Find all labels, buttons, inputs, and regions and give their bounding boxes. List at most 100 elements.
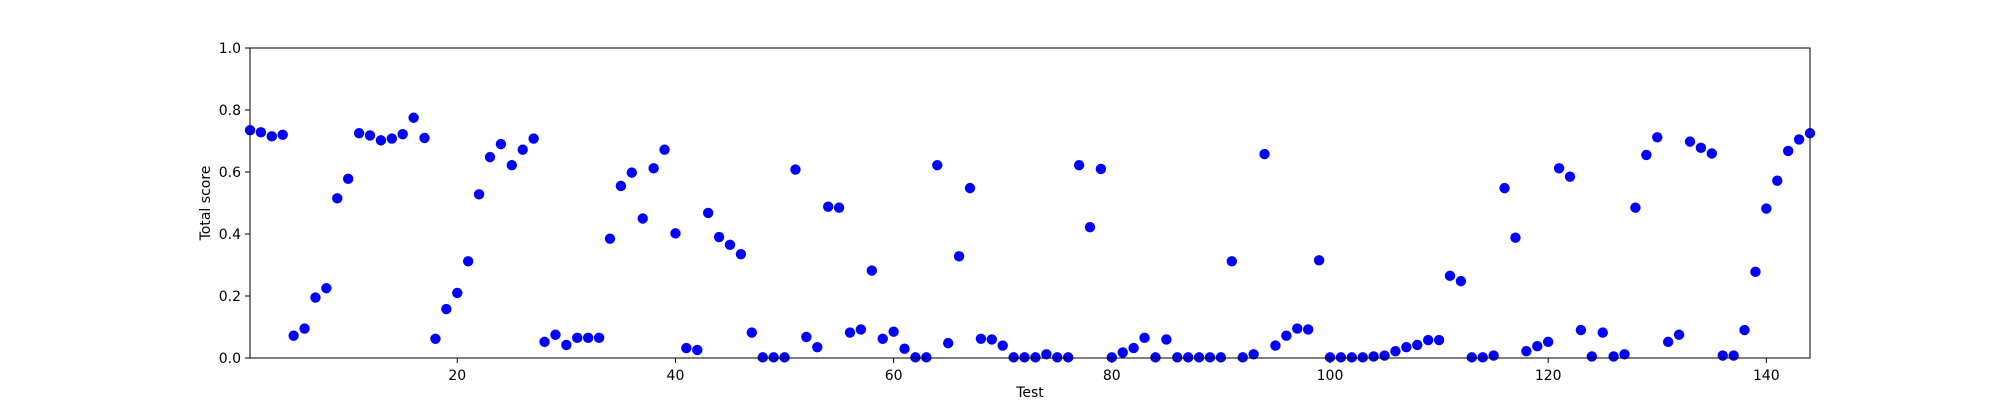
data-point (844, 327, 856, 338)
data-point (561, 339, 572, 351)
y-tick-label: 0.0 (219, 351, 241, 367)
data-point (692, 344, 703, 356)
data-point (288, 330, 299, 341)
data-point (1324, 352, 1336, 363)
data-point (1739, 324, 1750, 336)
data-point (604, 233, 616, 244)
data-point (441, 303, 452, 315)
data-point (364, 130, 376, 141)
data-point (1455, 275, 1467, 287)
data-point (1662, 336, 1674, 348)
data-point (1084, 221, 1096, 233)
data-point (615, 180, 627, 192)
data-point (1706, 148, 1718, 159)
data-point (1750, 266, 1761, 278)
data-point (1041, 349, 1052, 360)
data-point (932, 159, 943, 171)
data-point (1444, 270, 1456, 282)
data-point (1172, 352, 1183, 363)
data-point (888, 326, 899, 337)
data-point (582, 332, 594, 344)
data-point (1193, 352, 1205, 363)
data-point (670, 228, 681, 239)
data-point (452, 287, 463, 299)
data-point (1564, 171, 1576, 182)
data-point (1161, 334, 1172, 345)
data-point (386, 133, 398, 144)
data-point (1052, 352, 1063, 363)
data-point (1488, 350, 1499, 361)
data-point (1575, 324, 1587, 336)
data-point (812, 341, 823, 353)
data-point (953, 251, 965, 262)
data-point (1521, 345, 1532, 357)
data-point (473, 189, 485, 200)
data-point (1073, 159, 1085, 171)
data-point (550, 329, 561, 340)
data-point (1182, 352, 1194, 363)
data-point (757, 352, 768, 363)
plot-frame (249, 47, 1811, 359)
x-tick-label: 80 (1103, 368, 1121, 384)
data-point (1761, 203, 1772, 214)
data-point (1401, 341, 1412, 353)
data-point (419, 132, 430, 144)
data-point (1433, 334, 1445, 346)
data-point (1390, 345, 1401, 357)
data-point (1630, 202, 1641, 213)
data-point (942, 337, 954, 349)
data-point (833, 202, 845, 213)
data-point (1477, 352, 1488, 363)
data-point (1510, 232, 1521, 243)
data-point (1684, 136, 1696, 147)
data-point (1346, 352, 1358, 363)
data-point (1641, 149, 1652, 161)
data-point (1412, 339, 1423, 351)
y-axis-label: Total score (198, 166, 214, 242)
data-point (1673, 329, 1685, 340)
data-point (997, 340, 1008, 351)
data-point (277, 129, 288, 140)
data-point (1652, 132, 1663, 143)
data-point (790, 164, 801, 175)
data-point (1542, 336, 1554, 348)
x-axis-ticks: 20 40 60 80 100 120 140 (448, 358, 1780, 384)
data-point (1030, 352, 1041, 363)
data-point (408, 112, 419, 123)
data-point (1695, 142, 1707, 154)
y-tick-label: 0.8 (219, 103, 241, 119)
data-point (735, 248, 747, 260)
data-point (255, 127, 267, 138)
data-point (1019, 352, 1030, 363)
data-point (899, 343, 910, 354)
data-point (822, 201, 834, 212)
x-tick-label: 100 (1317, 368, 1344, 384)
data-point (1335, 352, 1347, 363)
data-point (702, 207, 714, 219)
y-axis-ticks: 0.0 0.2 0.4 0.6 0.8 1.0 (219, 41, 250, 367)
x-tick-label: 60 (885, 368, 903, 384)
data-point (1553, 163, 1565, 174)
x-tick-label: 120 (1535, 368, 1562, 384)
data-point (1139, 332, 1150, 344)
data-point (1292, 323, 1303, 334)
data-point (801, 331, 812, 343)
data-point (332, 193, 343, 204)
data-point (746, 327, 758, 338)
data-point (659, 144, 670, 155)
data-point (299, 323, 310, 334)
data-point (1215, 352, 1227, 363)
data-point (637, 213, 648, 224)
data-point (593, 332, 605, 344)
data-point (1597, 327, 1608, 338)
data-point (626, 167, 638, 178)
data-point (681, 342, 692, 354)
data-point (1782, 145, 1794, 157)
y-tick-label: 0.6 (219, 165, 241, 181)
data-point (1368, 351, 1379, 362)
x-tick-label: 140 (1753, 368, 1780, 384)
data-point (1422, 334, 1434, 346)
data-point (768, 352, 779, 363)
data-point (506, 159, 518, 171)
data-point (921, 352, 932, 363)
